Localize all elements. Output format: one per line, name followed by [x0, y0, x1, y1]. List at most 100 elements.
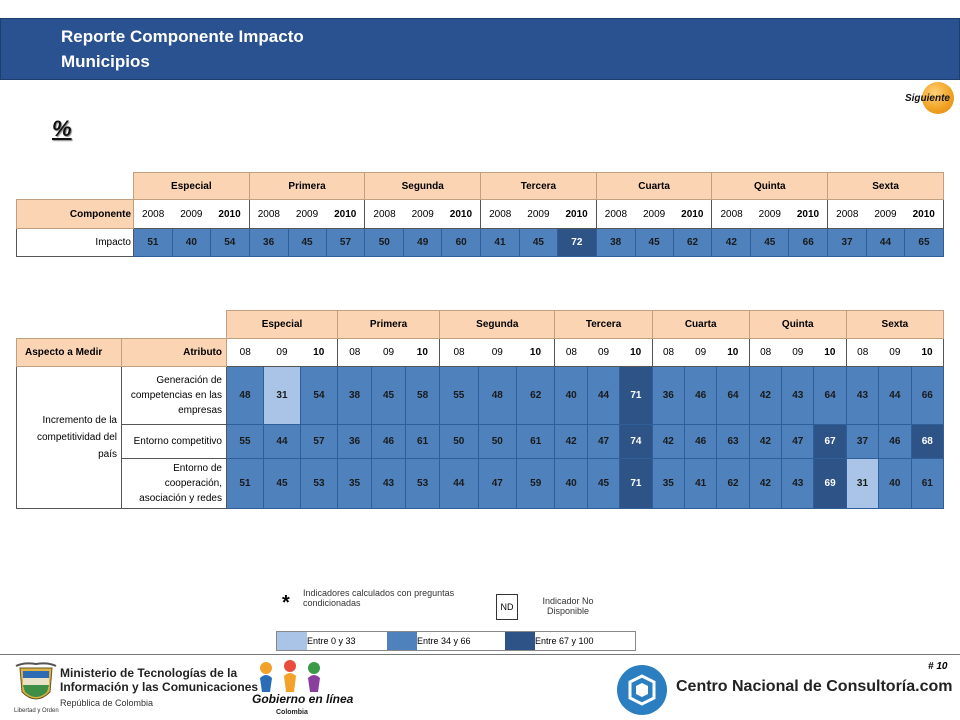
- table-corner: [122, 311, 227, 339]
- col-header: Primera: [336, 310, 441, 339]
- year-header: 09: [478, 338, 517, 367]
- col-header: Especial: [226, 310, 338, 339]
- value-cell: 49: [403, 228, 443, 257]
- value-cell: 72: [556, 228, 597, 257]
- col-header: Segunda: [439, 310, 556, 339]
- ministry-name: Ministerio de Tecnologías de la Informac…: [60, 666, 258, 694]
- value-cell: 50: [364, 228, 405, 257]
- value-cell: 44: [865, 228, 905, 257]
- gobierno-en-linea-title: Gobierno en línea: [252, 692, 354, 706]
- year-header: 2009: [866, 199, 905, 229]
- year-header: 08: [749, 338, 782, 367]
- col-header: Quinta: [711, 172, 829, 200]
- year-header: 2010: [441, 199, 482, 229]
- value-cell: 66: [788, 228, 829, 257]
- year-header: 2008: [827, 199, 867, 229]
- value-cell: 50: [439, 424, 479, 459]
- year-header: 09: [587, 338, 620, 367]
- aspect-label: Incremento de la competitividad del país: [16, 366, 122, 509]
- attribute-label: Entorno de cooperación, asociación y red…: [121, 458, 227, 509]
- value-cell: 66: [910, 366, 945, 425]
- value-cell: 44: [262, 424, 301, 459]
- attribute-label: Entorno competitivo: [121, 424, 227, 459]
- col-header: Primera: [248, 172, 366, 200]
- value-cell: 64: [716, 366, 750, 425]
- value-cell: 53: [405, 458, 441, 509]
- next-button[interactable]: Siguiente: [896, 82, 956, 114]
- nd-box: ND: [496, 594, 518, 620]
- year-header: 2008: [711, 199, 751, 229]
- year-header: 10: [300, 338, 339, 367]
- col-header: Cuarta: [595, 172, 713, 200]
- value-cell: 51: [133, 228, 173, 257]
- value-cell: 42: [748, 424, 783, 459]
- value-cell: 36: [336, 424, 373, 459]
- value-cell: 53: [299, 458, 339, 509]
- value-cell: 31: [262, 366, 301, 425]
- value-cell: 43: [781, 458, 815, 509]
- year-header: 2008: [133, 199, 173, 229]
- col-header: Segunda: [364, 172, 482, 200]
- next-circle-icon: [922, 82, 954, 114]
- year-header: 10: [619, 338, 653, 367]
- row-label: Impacto: [16, 228, 134, 257]
- value-cell: 46: [878, 424, 912, 459]
- value-cell: 61: [910, 458, 945, 509]
- value-cell: 42: [554, 424, 588, 459]
- value-cell: 36: [248, 228, 289, 257]
- value-cell: 45: [287, 228, 327, 257]
- year-header: 2009: [750, 199, 789, 229]
- value-cell: 58: [405, 366, 441, 425]
- year-header: 2008: [249, 199, 289, 229]
- value-cell: 45: [371, 366, 407, 425]
- attribute-table: Especial Primera Segunda Tercera Cuarta …: [16, 310, 945, 509]
- year-header: 08: [439, 338, 479, 367]
- value-cell: 46: [371, 424, 407, 459]
- year-header: 2008: [596, 199, 636, 229]
- value-cell: 57: [325, 228, 366, 257]
- value-cell: 38: [595, 228, 636, 257]
- value-cell: 43: [845, 366, 880, 425]
- value-cell: 35: [651, 458, 686, 509]
- value-cell: 54: [209, 228, 250, 257]
- attribute-header: Atributo: [121, 338, 227, 367]
- footer-divider: [0, 654, 960, 655]
- year-header: 2008: [364, 199, 404, 229]
- ministry-line1: Ministerio de Tecnologías de la: [60, 666, 238, 680]
- mid-swatch: [387, 632, 417, 650]
- value-cell: 41: [480, 228, 520, 257]
- report-subtitle: Municipios: [61, 52, 150, 71]
- value-cell: 45: [750, 228, 790, 257]
- year-header: 09: [684, 338, 717, 367]
- year-header: 10: [516, 338, 556, 367]
- value-cell: 71: [619, 458, 653, 509]
- value-cell: 36: [651, 366, 686, 425]
- gobierno-en-linea-sub: Colombia: [276, 709, 308, 716]
- value-cell: 40: [171, 228, 211, 257]
- value-cell: 50: [477, 424, 518, 459]
- year-header: 09: [263, 338, 301, 367]
- page-number: # 10: [928, 661, 948, 672]
- year-header: 2009: [172, 199, 211, 229]
- year-header: 2010: [210, 199, 250, 229]
- year-header: 10: [405, 338, 441, 367]
- value-cell: 62: [515, 366, 556, 425]
- value-cell: 46: [683, 424, 718, 459]
- value-cell: 68: [910, 424, 945, 459]
- year-header: 10: [911, 338, 945, 367]
- value-cell: 46: [683, 366, 718, 425]
- year-header: 2010: [673, 199, 713, 229]
- value-cell: 47: [477, 458, 518, 509]
- high-swatch: [505, 632, 535, 650]
- value-cell: 62: [716, 458, 750, 509]
- value-cell: 42: [651, 424, 686, 459]
- value-cell: 61: [405, 424, 441, 459]
- value-cell: 43: [371, 458, 407, 509]
- value-cell: 37: [845, 424, 880, 459]
- year-header: 08: [554, 338, 588, 367]
- value-cell: 45: [262, 458, 301, 509]
- table-corner: [17, 311, 122, 339]
- attribute-label: Generación de competencias en las empres…: [121, 366, 227, 425]
- value-cell: 74: [619, 424, 653, 459]
- value-cell: 67: [813, 424, 847, 459]
